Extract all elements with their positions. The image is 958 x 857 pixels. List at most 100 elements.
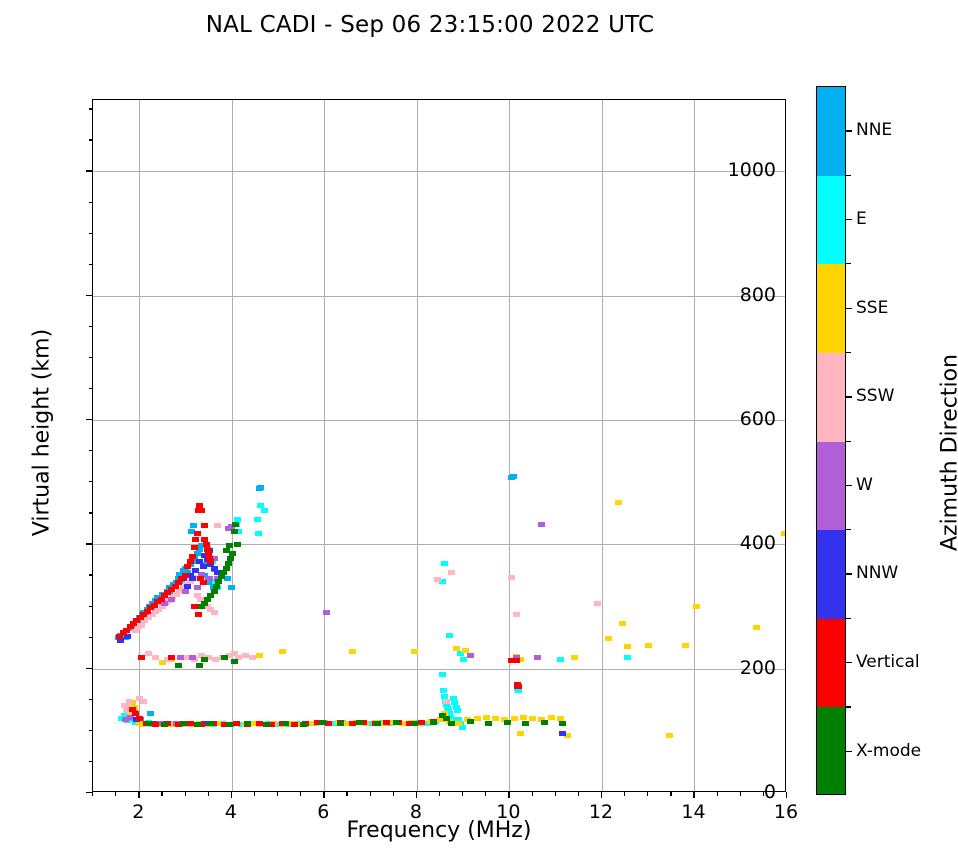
data-point bbox=[225, 722, 233, 728]
data-point bbox=[118, 715, 126, 721]
data-point bbox=[188, 554, 196, 560]
data-point bbox=[538, 717, 546, 723]
data-point bbox=[186, 579, 194, 585]
data-point bbox=[522, 720, 530, 726]
colorbar-separator-tick bbox=[846, 351, 851, 354]
colorbar-separator-tick bbox=[846, 617, 851, 619]
x-tick-minor bbox=[647, 792, 649, 796]
data-point bbox=[482, 714, 490, 720]
data-point bbox=[665, 732, 673, 738]
data-point bbox=[559, 731, 567, 737]
colorbar-segment-w[interactable] bbox=[817, 441, 845, 531]
data-point bbox=[182, 655, 190, 660]
chart-title: NAL CADI - Sep 06 23:15:00 2022 UTC bbox=[205, 12, 655, 38]
data-point bbox=[623, 655, 631, 660]
data-point bbox=[168, 722, 176, 728]
data-point bbox=[122, 627, 130, 633]
data-point bbox=[503, 720, 511, 726]
data-point bbox=[512, 611, 520, 617]
data-point bbox=[205, 655, 213, 660]
data-point bbox=[563, 732, 571, 738]
gridline-vertical bbox=[231, 100, 233, 791]
gridline-vertical bbox=[694, 100, 696, 791]
x-tick-minor bbox=[369, 792, 371, 796]
data-point bbox=[260, 507, 268, 513]
data-point bbox=[455, 720, 462, 726]
data-point bbox=[202, 541, 210, 547]
colorbar-segment-nne[interactable] bbox=[817, 87, 845, 176]
colorbar-label-w: W bbox=[856, 474, 873, 495]
x-tick-major bbox=[415, 792, 418, 798]
x-tick-minor bbox=[92, 792, 94, 796]
data-point bbox=[187, 529, 195, 535]
azimuth-colorbar[interactable] bbox=[816, 86, 846, 795]
colorbar-segment-x-mode[interactable] bbox=[817, 707, 845, 794]
data-point bbox=[225, 543, 233, 549]
data-point bbox=[140, 611, 148, 617]
x-tick-major bbox=[786, 792, 788, 798]
colorbar-tick bbox=[846, 307, 852, 309]
data-point bbox=[206, 555, 214, 561]
data-point bbox=[175, 722, 183, 728]
colorbar-segment-nnw[interactable] bbox=[817, 530, 845, 619]
data-point bbox=[207, 607, 215, 613]
data-point bbox=[485, 720, 493, 726]
colorbar-label-ssw: SSW bbox=[856, 386, 895, 407]
data-point bbox=[438, 672, 446, 678]
colorbar-separator-tick bbox=[846, 529, 851, 531]
data-point bbox=[233, 517, 241, 523]
data-point bbox=[168, 655, 176, 660]
x-tick-minor bbox=[300, 792, 302, 796]
data-point bbox=[448, 569, 456, 575]
data-point bbox=[556, 656, 564, 662]
x-tick-label: 2 bbox=[132, 801, 145, 823]
data-point bbox=[214, 523, 222, 529]
data-point bbox=[693, 604, 701, 610]
plot-area bbox=[92, 99, 786, 792]
data-point bbox=[138, 655, 146, 660]
data-point bbox=[383, 720, 391, 726]
x-tick-minor bbox=[716, 792, 718, 796]
x-tick-label: 16 bbox=[773, 801, 799, 823]
data-point bbox=[151, 655, 159, 660]
y-axis-label: Virtual height (km) bbox=[29, 328, 55, 537]
data-point bbox=[300, 722, 307, 728]
data-point bbox=[455, 717, 462, 723]
data-point bbox=[182, 572, 190, 578]
colorbar-segment-sse[interactable] bbox=[817, 264, 845, 353]
data-point bbox=[206, 576, 214, 582]
data-point bbox=[148, 611, 156, 617]
data-point bbox=[399, 720, 407, 726]
colorbar-tick bbox=[846, 750, 852, 753]
data-point bbox=[457, 650, 465, 656]
data-point bbox=[374, 720, 382, 726]
data-point bbox=[154, 599, 162, 605]
x-tick-minor bbox=[184, 792, 186, 796]
colorbar-segment-e[interactable] bbox=[817, 175, 845, 265]
data-point bbox=[200, 656, 208, 662]
x-tick-minor bbox=[624, 792, 626, 796]
data-point bbox=[228, 585, 236, 591]
data-point bbox=[164, 590, 172, 596]
data-point bbox=[161, 600, 169, 606]
data-point bbox=[438, 712, 446, 718]
x-tick-minor bbox=[115, 792, 117, 796]
data-point bbox=[116, 633, 124, 639]
data-point bbox=[323, 610, 331, 616]
colorbar-segment-vertical[interactable] bbox=[817, 618, 845, 708]
data-point bbox=[122, 708, 130, 714]
data-point bbox=[461, 647, 469, 653]
data-point bbox=[207, 592, 215, 598]
data-point bbox=[138, 622, 146, 628]
data-point bbox=[214, 569, 222, 575]
data-point bbox=[215, 579, 223, 585]
data-point bbox=[147, 710, 155, 716]
data-point bbox=[186, 572, 194, 578]
x-tick-minor bbox=[253, 792, 256, 796]
data-point bbox=[508, 574, 516, 580]
colorbar-segment-ssw[interactable] bbox=[817, 352, 845, 442]
colorbar-label-e: E bbox=[856, 208, 867, 229]
data-point bbox=[157, 596, 165, 602]
data-point bbox=[619, 621, 627, 627]
data-point bbox=[256, 484, 264, 490]
